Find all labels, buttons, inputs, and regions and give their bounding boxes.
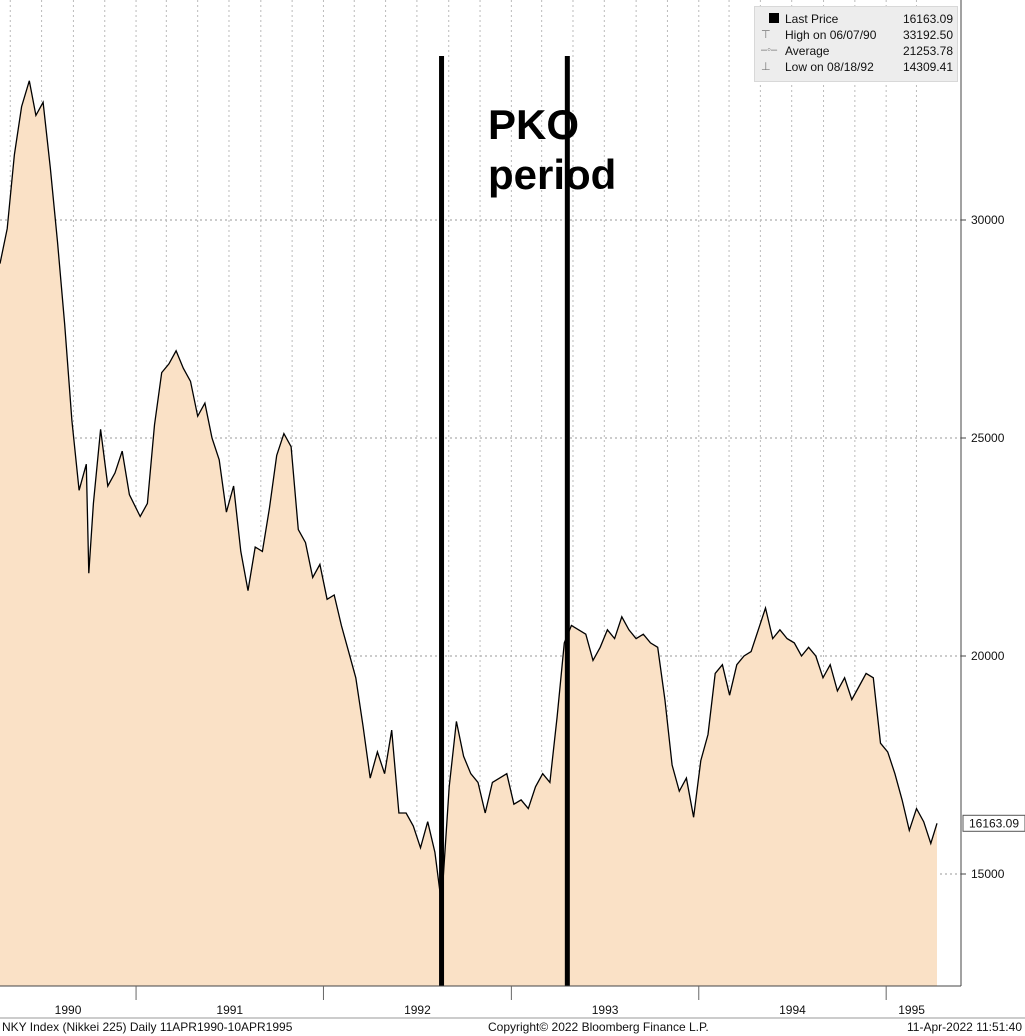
square-icon xyxy=(761,12,783,26)
legend-row-high: ⊤ High on 06/07/90 33192.50 xyxy=(755,27,957,43)
legend-label: Average xyxy=(785,44,830,58)
annotation-line-1: PKO xyxy=(488,101,580,148)
footer-timestamp: 11-Apr-2022 11:51:40 xyxy=(907,1020,1022,1034)
footer: NKY Index (Nikkei 225) Daily 11APR1990-1… xyxy=(0,1019,1025,1036)
y-axis-ticks: 15000 20000 25000 30000 xyxy=(961,213,1005,881)
annotation-line-2: period xyxy=(488,151,617,198)
last-price-box xyxy=(962,814,1025,832)
legend-row-average: –◦– Average 21253.78 xyxy=(755,43,957,59)
price-area-fill xyxy=(0,80,937,987)
footer-copyright: Copyright© 2022 Bloomberg Finance L.P. xyxy=(488,1020,709,1034)
legend-value: 33192.50 xyxy=(902,28,953,42)
y-tick-label: 25000 xyxy=(971,431,1005,445)
y-tick-label: 15000 xyxy=(971,867,1005,881)
high-marker-icon: ⊤ xyxy=(761,29,771,41)
pko-markers xyxy=(439,56,570,986)
legend-label: Low on 08/18/92 xyxy=(785,60,874,74)
year-label: 1995 xyxy=(898,1003,925,1017)
legend-value: 14309.41 xyxy=(902,60,953,74)
legend-label: High on 06/07/90 xyxy=(785,28,877,42)
legend-label: Last Price xyxy=(785,12,839,26)
legend-value: 16163.09 xyxy=(902,12,953,26)
year-label: 1991 xyxy=(216,1003,243,1017)
footer-series-info: NKY Index (Nikkei 225) Daily 11APR1990-1… xyxy=(2,1020,293,1034)
average-marker-icon: –◦– xyxy=(761,44,778,56)
x-axis-band xyxy=(0,987,1025,1019)
last-price-tag: 16163.09 xyxy=(962,814,1025,832)
year-label: 1994 xyxy=(779,1003,806,1017)
legend: Last Price 16163.09 ⊤ High on 06/07/90 3… xyxy=(754,6,958,82)
legend-row-last-price: Last Price 16163.09 xyxy=(755,11,957,27)
year-label: 1993 xyxy=(592,1003,619,1017)
x-axis-year-labels: 1990 1991 1992 1993 1994 1995 xyxy=(55,986,925,1017)
y-tick-label: 20000 xyxy=(971,649,1005,663)
year-label: 1992 xyxy=(404,1003,431,1017)
last-price-label: 16163.09 xyxy=(969,816,1019,830)
y-tick-label: 30000 xyxy=(971,213,1005,227)
pko-period-annotation: PKO period xyxy=(488,100,616,200)
legend-row-low: ⊥ Low on 08/18/92 14309.41 xyxy=(755,59,957,75)
year-label: 1990 xyxy=(55,1003,82,1017)
price-line xyxy=(0,80,938,905)
legend-value: 21253.78 xyxy=(902,44,953,58)
low-marker-icon: ⊥ xyxy=(761,61,771,73)
